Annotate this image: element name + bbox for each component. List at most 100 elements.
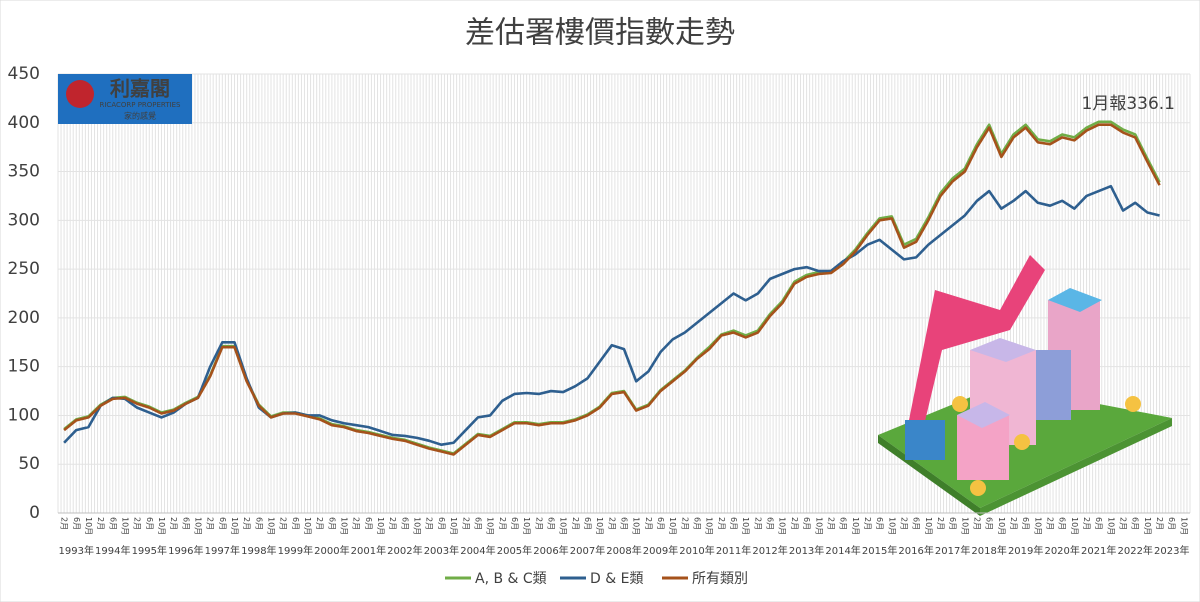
year-label: 2008年 — [606, 544, 641, 557]
x-tick-label: 10月 — [303, 517, 312, 535]
y-tick-label: 350 — [8, 162, 40, 182]
x-tick-label: 6月 — [437, 517, 446, 530]
x-tick-label: 6月 — [400, 517, 409, 530]
x-tick-label: 6月 — [656, 517, 665, 530]
x-tick-label: 6月 — [108, 517, 117, 530]
x-tick-label: 2月 — [1009, 517, 1018, 530]
x-tick-label: 6月 — [1021, 517, 1030, 530]
x-tick-label: 10月 — [376, 517, 385, 535]
logo-english: RICACORP PROPERTIES — [100, 101, 182, 109]
year-label: 2012年 — [752, 544, 787, 557]
x-tick-label: 10月 — [705, 517, 714, 535]
x-tick-label: 10月 — [559, 517, 568, 535]
x-tick-label: 10月 — [1179, 517, 1188, 535]
year-label: 2023年 — [1154, 544, 1189, 557]
x-tick-label: 6月 — [291, 517, 300, 530]
year-label: 1995年 — [132, 544, 167, 557]
x-tick-label: 6月 — [875, 517, 884, 530]
year-label: 2019年 — [1008, 544, 1043, 557]
year-label: 2016年 — [898, 544, 933, 557]
x-tick-label: 6月 — [802, 517, 811, 530]
x-tick-label: 2月 — [571, 517, 580, 530]
x-tick-label: 2月 — [644, 517, 653, 530]
chart-title: 差估署樓價指數走勢 — [465, 16, 735, 51]
x-tick-label: 2月 — [60, 517, 69, 530]
x-tick-label: 2月 — [753, 517, 762, 530]
year-label: 2017年 — [935, 544, 970, 557]
x-tick-label: 2月 — [425, 517, 434, 530]
x-tick-label: 10月 — [84, 517, 93, 535]
illustration — [878, 255, 1172, 516]
y-tick-label: 50 — [18, 454, 40, 474]
logo-slogan: 家的感覺 — [124, 111, 156, 121]
year-label: 2014年 — [825, 544, 860, 557]
year-label: 2001年 — [351, 544, 386, 557]
logo: 利嘉閣 RICACORP PROPERTIES 家的感覺 — [58, 74, 192, 124]
x-tick-label: 2月 — [936, 517, 945, 530]
x-tick-label: 6月 — [254, 517, 263, 530]
year-label: 1994年 — [95, 544, 130, 557]
x-tick-label: 6月 — [583, 517, 592, 530]
x-tick-label: 2月 — [899, 517, 908, 530]
x-tick-label: 2月 — [206, 517, 215, 530]
x-tick-label: 10月 — [632, 517, 641, 535]
x-tick-label: 10月 — [668, 517, 677, 535]
y-tick-label: 300 — [8, 210, 40, 230]
x-tick-label: 10月 — [522, 517, 531, 535]
logo-name: 利嘉閣 — [110, 77, 170, 101]
x-tick-label: 2月 — [972, 517, 981, 530]
x-tick-label: 2月 — [717, 517, 726, 530]
x-tick-label: 10月 — [193, 517, 202, 535]
year-label: 2005年 — [497, 544, 532, 557]
x-tick-label: 10月 — [741, 517, 750, 535]
year-label: 2006年 — [533, 544, 568, 557]
x-tick-label: 6月 — [1131, 517, 1140, 530]
year-label: 2022年 — [1117, 544, 1152, 557]
x-tick-label: 2月 — [461, 517, 470, 530]
year-label: 1998年 — [241, 544, 276, 557]
x-tick-label: 6月 — [948, 517, 957, 530]
x-tick-label: 2月 — [169, 517, 178, 530]
x-tick-label: 6月 — [729, 517, 738, 530]
x-tick-label: 10月 — [340, 517, 349, 535]
x-tick-label: 2月 — [388, 517, 397, 530]
x-tick-label: 2月 — [790, 517, 799, 530]
x-tick-label: 2月 — [352, 517, 361, 530]
x-tick-label: 6月 — [510, 517, 519, 530]
y-tick-label: 0 — [29, 503, 40, 523]
x-tick-label: 2月 — [498, 517, 507, 530]
year-label: 1993年 — [59, 544, 94, 557]
x-tick-label: 6月 — [218, 517, 227, 530]
x-tick-label: 6月 — [327, 517, 336, 530]
year-label: 2000年 — [314, 544, 349, 557]
x-tick-label: 6月 — [1167, 517, 1176, 530]
x-tick-label: 10月 — [157, 517, 166, 535]
x-tick-label: 2月 — [1082, 517, 1091, 530]
x-tick-label: 10月 — [1106, 517, 1115, 535]
year-label: 2002年 — [387, 544, 422, 557]
year-label: 2013年 — [789, 544, 824, 557]
x-tick-label: 6月 — [985, 517, 994, 530]
x-tick-label: 10月 — [924, 517, 933, 535]
x-tick-label: 10月 — [1070, 517, 1079, 535]
x-tick-label: 2月 — [1155, 517, 1164, 530]
x-tick-label: 2月 — [96, 517, 105, 530]
year-label: 2009年 — [643, 544, 678, 557]
x-tick-label: 10月 — [413, 517, 422, 535]
x-tick-label: 10月 — [1033, 517, 1042, 535]
year-label: 2007年 — [570, 544, 605, 557]
x-tick-label: 6月 — [364, 517, 373, 530]
x-tick-label: 6月 — [72, 517, 81, 530]
annotation: 1月報336.1 — [1082, 94, 1175, 114]
x-tick-label: 2月 — [607, 517, 616, 530]
x-tick-label: 6月 — [839, 517, 848, 530]
y-tick-label: 200 — [8, 308, 40, 328]
x-tick-label: 10月 — [595, 517, 604, 535]
y-tick-label: 250 — [8, 259, 40, 279]
year-label: 2018年 — [971, 544, 1006, 557]
series-line — [63, 123, 1161, 456]
x-tick-label: 2月 — [534, 517, 543, 530]
x-tick-label: 10月 — [778, 517, 787, 535]
x-tick-label: 2月 — [863, 517, 872, 530]
year-label: 2021年 — [1081, 544, 1116, 557]
